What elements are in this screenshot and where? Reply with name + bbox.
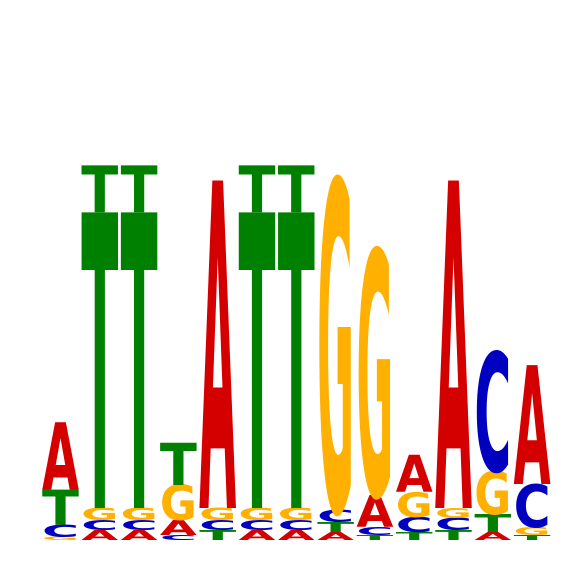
logo-letter-a: A [42,404,79,512]
logo-letter-t: T [81,132,118,566]
logo-letter-a: A [81,528,119,544]
logo-letter-g: G [435,505,472,521]
logo-letter-t: T [81,154,118,229]
logo-letter-a: A [278,528,316,544]
logo-letter-t: T [121,154,158,229]
logo-letter-g: G [317,91,354,566]
logo-letter-t: T [239,132,276,566]
logo-letter-t: T [42,481,79,537]
logo-letter-c: C [278,517,315,533]
logo-letter-c: C [121,517,158,533]
logo-letter-t: T [356,534,394,542]
logo-letter-t: T [278,154,315,229]
logo-letter-g: G [514,525,551,538]
logo-letter-c: C [396,513,433,537]
logo-letter-t: T [121,132,158,566]
logo-letter-c: C [317,507,354,526]
logo-letter-a: A [396,445,433,505]
logo-letter-g: G [121,505,158,524]
logo-letter-a: A [514,335,551,524]
logo-letter-c: C [474,321,511,510]
logo-letter-c: C [514,472,551,541]
logo-letter-g: G [160,476,197,532]
logo-letter-a: A [435,92,472,566]
logo-letter-t: T [474,509,511,538]
logo-letter-t: T [238,154,275,229]
logo-letter-a: A [356,486,394,538]
logo-letter-c: C [199,517,236,533]
logo-letter-g: G [474,460,511,529]
logo-letter-a: A [317,530,354,543]
logo-letter-a: A [160,516,198,540]
logo-letter-g: G [278,505,315,524]
logo-letter-g: G [42,536,79,541]
logo-letter-t: T [317,520,354,536]
logo-letter-c: C [239,517,276,533]
logo-letter-t: T [199,528,236,544]
logo-letter-a: A [474,530,511,543]
logo-letter-t: T [278,132,315,566]
logo-letter-c: C [160,534,197,542]
logo-letter-c: C [435,515,472,534]
logo-letter-a: A [238,528,276,544]
logo-letter-c: C [42,522,79,541]
logo-letter-a: A [121,528,159,544]
logo-letter-t: T [160,433,197,500]
logo-letter-t: T [396,530,433,543]
logo-letter-t: T [514,534,552,542]
logo-letter-g: G [239,505,276,524]
logo-letter-g: G [81,505,118,524]
logo-letter-c: C [356,525,393,538]
logo-letter-g: G [356,185,393,566]
logo-letter-t: T [435,528,472,544]
logo-letter-c: C [81,517,118,533]
logo-letter-g: G [199,505,236,524]
logo-letter-g: G [396,486,433,525]
logo-letter-a: A [199,92,236,566]
